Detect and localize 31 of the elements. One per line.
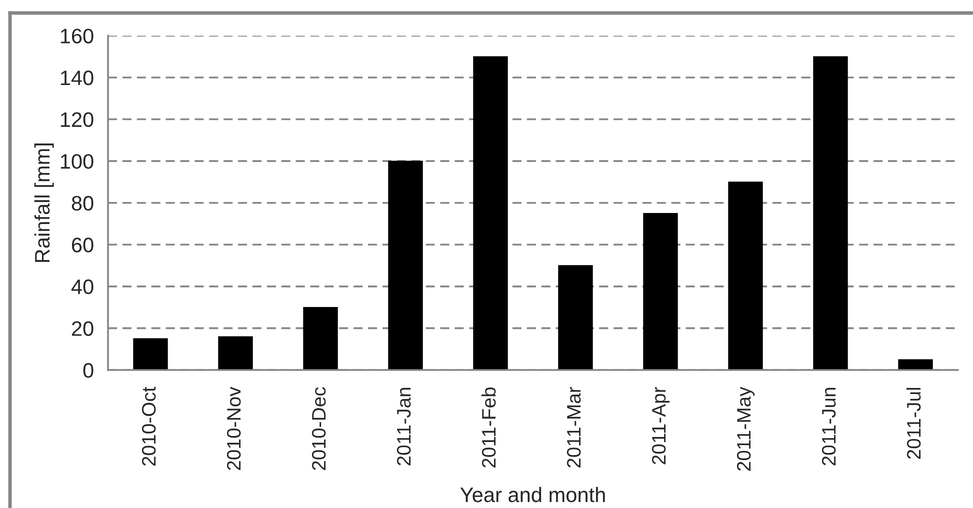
bar [643,212,678,370]
y-tick-label: 140 [60,70,94,86]
x-tick-label: 2011-Apr [652,386,670,464]
y-tick-label: 60 [72,238,94,252]
x-tick-label: 2011-May [736,386,755,471]
x-tick-label: 2011-Jan [396,388,411,466]
bar [473,56,508,370]
y-tick-label: 0 [83,363,94,378]
y-tick-label: 80 [72,196,94,211]
x-tick-label: 2011-Jun [822,388,836,466]
y-tick-label: 100 [60,154,94,169]
bar [898,359,933,370]
y-tick-label: 20 [72,321,94,336]
x-axis-title: Year and month [460,486,605,502]
x-tick-label: 2010-Nov [226,386,241,470]
bar [728,182,763,370]
x-tick-label: 2010-Oct [142,386,156,466]
bar [388,160,423,370]
x-tick-label: 2011-Jul [906,388,921,459]
x-tick-label: 2010-Dec [312,387,326,470]
y-axis-title: Rainfall [mm] [34,144,54,262]
y-tick-label: 160 [60,28,94,44]
bar [133,338,168,370]
bar [218,336,253,370]
bar [303,306,338,370]
x-tick-label: 2011-Mar [566,386,581,468]
bar [813,56,848,370]
x-tick-label: 2011-Feb [481,387,496,468]
y-tick-label: 120 [60,112,94,128]
bar [558,265,593,370]
y-tick-label: 40 [71,279,94,294]
